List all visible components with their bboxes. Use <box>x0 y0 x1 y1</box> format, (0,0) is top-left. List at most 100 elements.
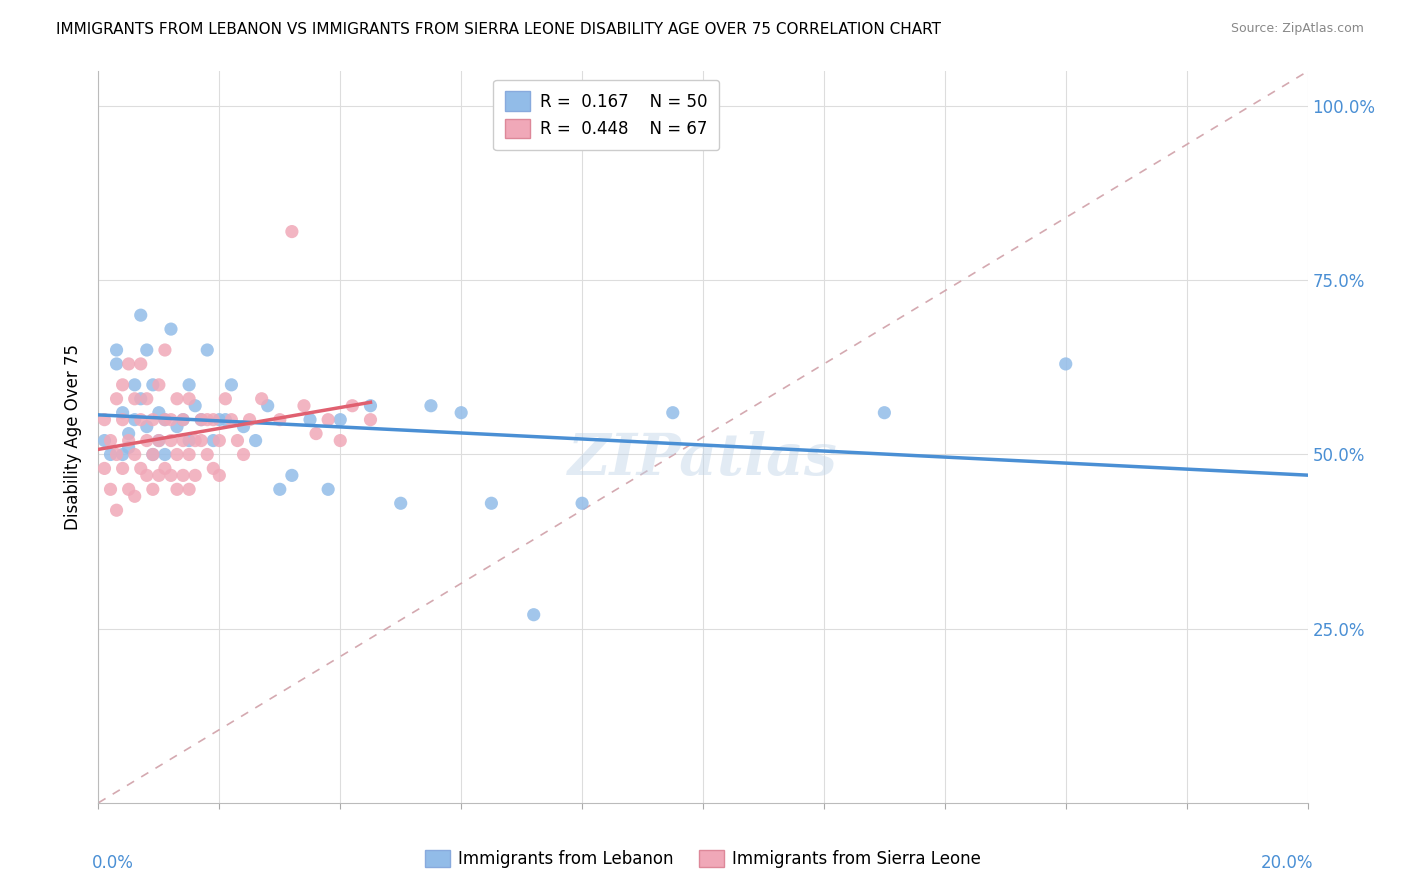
Point <box>148 406 170 420</box>
Point <box>179 392 201 406</box>
Point <box>111 412 134 426</box>
Point <box>190 412 212 426</box>
Point <box>316 483 339 497</box>
Point <box>389 496 412 510</box>
Text: ZIPatlas: ZIPatlas <box>568 431 838 487</box>
Point <box>118 434 141 448</box>
Point <box>523 607 546 622</box>
Point <box>100 483 122 497</box>
Point <box>172 412 194 426</box>
Point <box>202 461 225 475</box>
Point <box>135 343 157 357</box>
Point <box>148 377 170 392</box>
Point <box>342 399 364 413</box>
Point <box>184 468 207 483</box>
Point <box>226 434 249 448</box>
Point <box>100 434 122 448</box>
Point <box>118 483 141 497</box>
Point <box>172 468 194 483</box>
Point <box>111 461 134 475</box>
Point <box>124 377 146 392</box>
Point <box>142 483 165 497</box>
Point <box>111 377 134 392</box>
Point <box>142 448 165 462</box>
Point <box>105 343 128 357</box>
Point <box>166 419 188 434</box>
Point <box>153 412 176 426</box>
Point <box>208 412 231 426</box>
Point <box>153 343 176 357</box>
Point <box>148 434 170 448</box>
Point <box>245 434 267 448</box>
Point <box>153 412 176 426</box>
Point <box>179 483 201 497</box>
Point <box>142 448 165 462</box>
Point <box>250 392 273 406</box>
Point <box>221 377 243 392</box>
Legend: Immigrants from Lebanon, Immigrants from Sierra Leone: Immigrants from Lebanon, Immigrants from… <box>419 843 987 875</box>
Point <box>202 434 225 448</box>
Text: IMMIGRANTS FROM LEBANON VS IMMIGRANTS FROM SIERRA LEONE DISABILITY AGE OVER 75 C: IMMIGRANTS FROM LEBANON VS IMMIGRANTS FR… <box>56 22 941 37</box>
Point <box>179 448 201 462</box>
Point <box>269 412 291 426</box>
Y-axis label: Disability Age Over 75: Disability Age Over 75 <box>65 344 83 530</box>
Point <box>179 434 201 448</box>
Point <box>329 412 352 426</box>
Point <box>135 468 157 483</box>
Point <box>118 426 141 441</box>
Point <box>208 434 231 448</box>
Point <box>129 461 152 475</box>
Point <box>124 448 146 462</box>
Point <box>269 483 291 497</box>
Point <box>153 461 176 475</box>
Point <box>232 448 254 462</box>
Point <box>129 392 152 406</box>
Point <box>111 448 134 462</box>
Point <box>239 412 262 426</box>
Point <box>195 412 218 426</box>
Point <box>256 399 278 413</box>
Point <box>105 503 128 517</box>
Point <box>124 489 146 503</box>
Point <box>360 399 382 413</box>
Point <box>118 441 141 455</box>
Point <box>281 225 304 239</box>
Point <box>305 426 328 441</box>
Point <box>214 392 236 406</box>
Point <box>1054 357 1077 371</box>
Point <box>221 412 243 426</box>
Point <box>172 434 194 448</box>
Point <box>111 406 134 420</box>
Point <box>360 412 382 426</box>
Point <box>124 392 146 406</box>
Point <box>93 412 115 426</box>
Point <box>232 419 254 434</box>
Point <box>195 343 218 357</box>
Point <box>129 357 152 371</box>
Point <box>160 434 183 448</box>
Point <box>166 448 188 462</box>
Point <box>661 406 683 420</box>
Point <box>166 483 188 497</box>
Text: 0.0%: 0.0% <box>93 854 134 872</box>
Point <box>481 496 503 510</box>
Text: 20.0%: 20.0% <box>1261 854 1313 872</box>
Point <box>105 448 128 462</box>
Point <box>129 308 152 322</box>
Point <box>129 412 152 426</box>
Point <box>148 434 170 448</box>
Point <box>190 412 212 426</box>
Point <box>329 434 352 448</box>
Point <box>142 412 165 426</box>
Point <box>195 448 218 462</box>
Point <box>135 392 157 406</box>
Point <box>142 377 165 392</box>
Point <box>160 468 183 483</box>
Point <box>160 322 183 336</box>
Point <box>316 412 339 426</box>
Point <box>166 392 188 406</box>
Point <box>420 399 443 413</box>
Point <box>105 392 128 406</box>
Point <box>202 412 225 426</box>
Point <box>172 412 194 426</box>
